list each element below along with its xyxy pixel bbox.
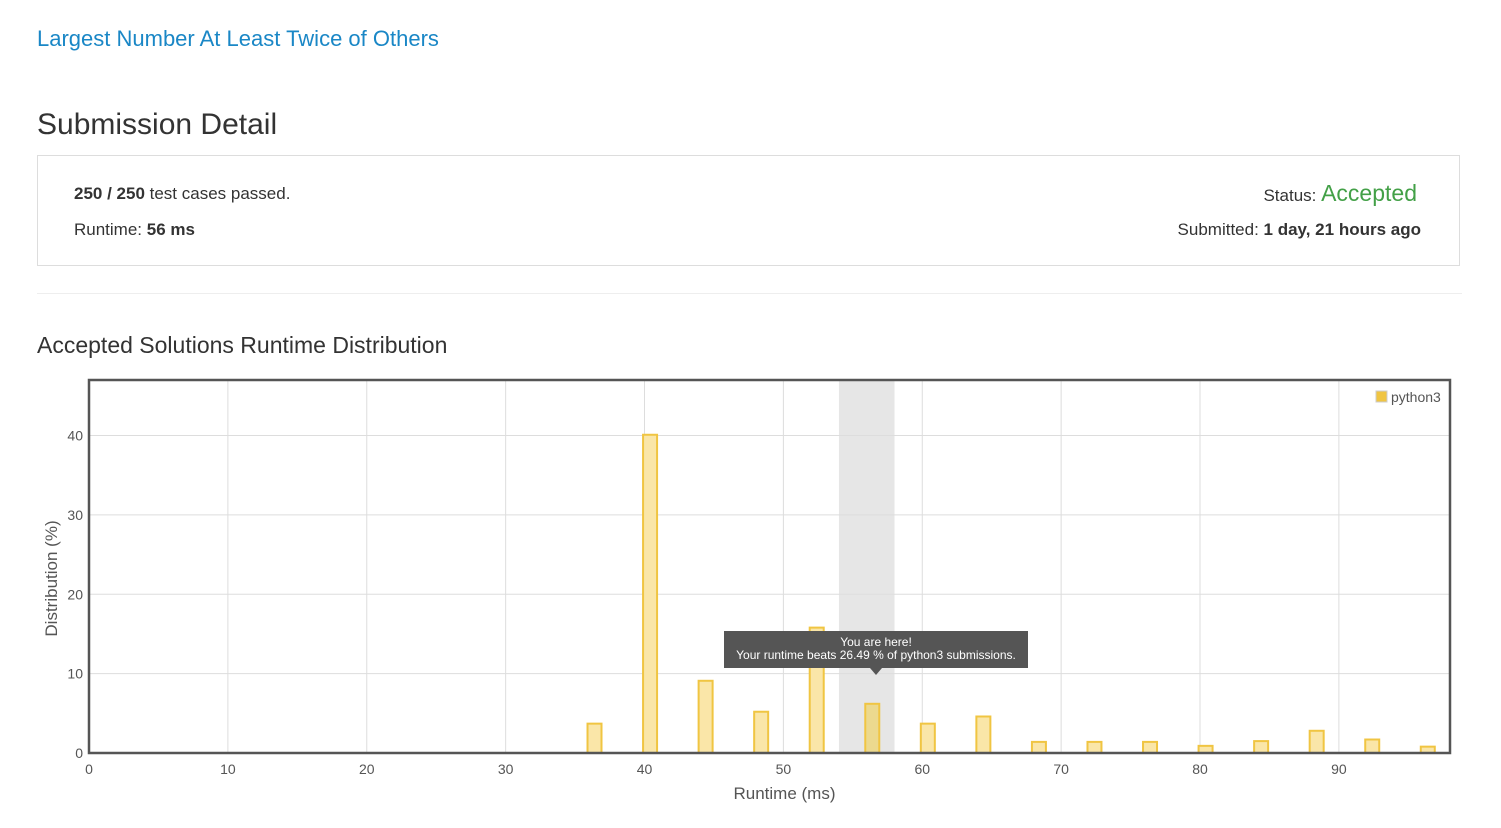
bar: [1253, 740, 1270, 754]
bar: [1030, 740, 1047, 755]
x-tick-label: 60: [914, 761, 930, 777]
bar: [586, 722, 603, 754]
status-label: Status:: [1263, 186, 1322, 205]
section-divider: [37, 293, 1462, 294]
problem-title-link[interactable]: Largest Number At Least Twice of Others: [37, 26, 439, 51]
test-cases-count: 250 / 250: [74, 184, 145, 203]
x-tick-label: 40: [637, 761, 653, 777]
x-tick-label: 80: [1192, 761, 1208, 777]
y-axis-label: Distribution (%): [42, 520, 61, 636]
highlight-band: [838, 380, 895, 753]
x-tick-label: 10: [220, 761, 236, 777]
tooltip-line-1: You are here!: [840, 635, 912, 649]
runtime-tooltip: You are here! Your runtime beats 26.49 %…: [724, 631, 1028, 675]
bar: [864, 702, 881, 754]
x-tick-label: 30: [498, 761, 514, 777]
submitted-result: Submitted: 1 day, 21 hours ago: [1178, 220, 1421, 240]
submission-detail-box: 250 / 250 test cases passed. Runtime: 56…: [37, 155, 1460, 266]
bar: [1364, 738, 1381, 755]
bar: [1142, 740, 1159, 755]
bar: [642, 433, 659, 754]
legend-label: python3: [1391, 389, 1441, 405]
y-tick-label: 20: [67, 586, 83, 602]
bar: [1308, 729, 1325, 754]
bar: [919, 722, 936, 754]
y-tick-label: 30: [67, 507, 83, 523]
y-tick-label: 40: [67, 428, 83, 444]
y-tick-label: 0: [75, 745, 83, 761]
x-tick-label: 20: [359, 761, 375, 777]
test-cases-suffix: test cases passed.: [144, 184, 291, 203]
page-title: Submission Detail: [37, 108, 278, 141]
status-value: Accepted: [1321, 180, 1417, 206]
bar: [753, 710, 770, 754]
test-cases-result: 250 / 250 test cases passed.: [74, 184, 290, 204]
x-tick-label: 90: [1331, 761, 1347, 777]
bar: [975, 715, 992, 755]
bar: [1086, 740, 1103, 755]
x-tick-label: 70: [1053, 761, 1069, 777]
y-tick-label: 10: [67, 666, 83, 682]
runtime-result: Runtime: 56 ms: [74, 220, 195, 240]
submitted-value: 1 day, 21 hours ago: [1263, 220, 1421, 239]
status-result: Status: Accepted: [1263, 180, 1417, 207]
bar: [697, 679, 714, 754]
distribution-title: Accepted Solutions Runtime Distribution: [37, 332, 448, 358]
submitted-label: Submitted:: [1177, 220, 1264, 239]
runtime-value: 56 ms: [146, 220, 195, 239]
x-tick-label: 0: [85, 761, 93, 777]
plot-border: [87, 378, 1452, 755]
x-tick-label: 50: [776, 761, 792, 777]
legend-swatch: [1375, 390, 1388, 403]
x-axis-label: Runtime (ms): [733, 784, 835, 803]
runtime-distribution-chart: 0 10 20 30 40 50 60 70 80 90 0 10 20 30 40 Runtime (ms)…: [42, 378, 1452, 803]
tooltip-line-2: Your runtime beats 26.49 % of python3 su…: [736, 648, 1016, 662]
runtime-label: Runtime:: [74, 220, 147, 239]
